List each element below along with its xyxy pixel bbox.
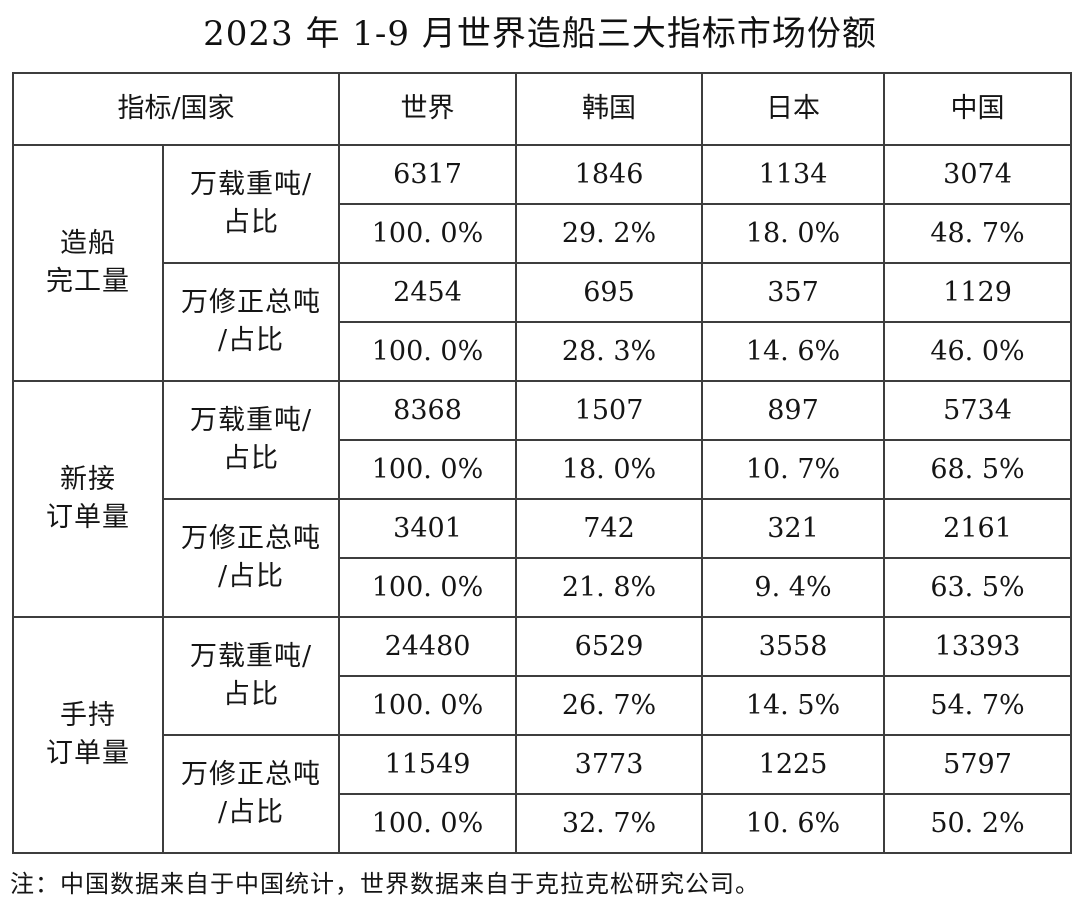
share-cell: 100. 0% [338,675,518,737]
metric-label-dwt: 万载重吨/ 占比 [161,380,341,501]
group-label-new-orders: 新接 订单量 [12,380,164,619]
value-cell: 13393 [883,616,1073,678]
value-cell: 6529 [515,616,704,678]
share-cell: 18. 0% [515,439,704,501]
value-cell: 897 [701,380,886,442]
value-cell: 2161 [883,498,1073,560]
value-cell: 11549 [338,734,518,796]
share-cell: 68. 5% [883,439,1073,501]
share-cell: 28. 3% [515,321,704,383]
value-cell: 1129 [883,262,1073,324]
share-cell: 21. 8% [515,557,704,619]
share-cell: 100. 0% [338,321,518,383]
value-cell: 3074 [883,144,1073,206]
share-cell: 100. 0% [338,439,518,501]
value-cell: 357 [701,262,886,324]
share-cell: 14. 5% [701,675,886,737]
table-row: 造船 完工量 万载重吨/ 占比 6317 1846 1134 3074 [12,144,1073,383]
share-cell: 46. 0% [883,321,1073,383]
value-cell: 1846 [515,144,704,206]
source-footnote: 注：中国数据来自于中国统计，世界数据来自于克拉克松研究公司。 [10,870,760,899]
value-cell: 8368 [338,380,518,442]
value-cell: 5797 [883,734,1073,796]
share-cell: 26. 7% [515,675,704,737]
table-row: 100. 0% 28. 3% 14. 6% 46. 0% [13,321,1073,383]
share-cell: 14. 6% [701,321,886,383]
value-cell: 1507 [515,380,704,442]
value-cell: 1225 [701,734,886,796]
metric-label-dwt: 万载重吨/ 占比 [161,616,341,737]
value-cell: 321 [701,498,886,560]
value-cell: 3773 [515,734,704,796]
value-cell: 6317 [338,144,518,206]
value-cell: 1134 [701,144,886,206]
metric-label-cgt: 万修正总吨 /占比 [161,498,341,619]
table-row: 万修正总吨 /占比 2454 695 357 1129 [13,262,1073,383]
share-cell: 10. 7% [701,439,886,501]
group-label-orderbook: 手持 订单量 [12,616,164,855]
table-row: 万修正总吨 /占比 11549 3773 1225 5797 [13,734,1073,855]
value-cell: 3558 [701,616,886,678]
share-cell: 32. 7% [515,793,704,855]
value-cell: 2454 [338,262,518,324]
table-row: 100. 0% 29. 2% 18. 0% 48. 7% [13,203,1073,265]
share-cell: 48. 7% [883,203,1073,265]
share-cell: 100. 0% [338,557,518,619]
metric-label-dwt: 万载重吨/ 占比 [161,144,341,265]
metric-label-cgt: 万修正总吨 /占比 [161,734,341,855]
page-title: 2023 年 1-9 月世界造船三大指标市场份额 [203,14,877,54]
share-cell: 54. 7% [883,675,1073,737]
table-row: 手持 订单量 万载重吨/ 占比 24480 6529 3558 13393 [12,616,1073,855]
share-cell: 63. 5% [883,557,1073,619]
group-label-completions: 造船 完工量 [12,144,164,383]
share-cell: 29. 2% [515,203,704,265]
table-row: 万修正总吨 /占比 3401 742 321 2161 [13,498,1073,619]
share-cell: 50. 2% [883,793,1073,855]
table-header-row: 指标/国家 世界 韩国 日本 中国 [11,72,1073,147]
share-cell: 18. 0% [701,203,886,265]
table-row: 100. 0% 26. 7% 14. 5% 54. 7% [13,675,1073,737]
country-header-japan: 日本 [701,72,886,147]
corner-header: 指标/国家 [11,72,341,147]
metric-label-cgt: 万修正总吨 /占比 [161,262,341,383]
value-cell: 3401 [338,498,518,560]
table-row: 新接 订单量 万载重吨/ 占比 8368 1507 897 5734 [12,380,1073,619]
share-cell: 9. 4% [701,557,886,619]
value-cell: 5734 [883,380,1073,442]
table-row: 100. 0% 21. 8% 9. 4% 63. 5% [13,557,1073,619]
share-cell: 100. 0% [338,793,518,855]
value-cell: 695 [515,262,704,324]
value-cell: 742 [515,498,704,560]
country-header-china: 中国 [883,72,1073,147]
value-cell: 24480 [338,616,518,678]
country-header-korea: 韩国 [515,72,704,147]
table-row: 100. 0% 32. 7% 10. 6% 50. 2% [13,793,1073,855]
share-cell: 10. 6% [701,793,886,855]
indicator-table: 指标/国家 世界 韩国 日本 中国 造船 完工量 万载重吨/ 占比 6317 1… [11,72,1073,855]
country-header-world: 世界 [338,72,518,147]
share-cell: 100. 0% [338,203,518,265]
table-row: 100. 0% 18. 0% 10. 7% 68. 5% [13,439,1073,501]
